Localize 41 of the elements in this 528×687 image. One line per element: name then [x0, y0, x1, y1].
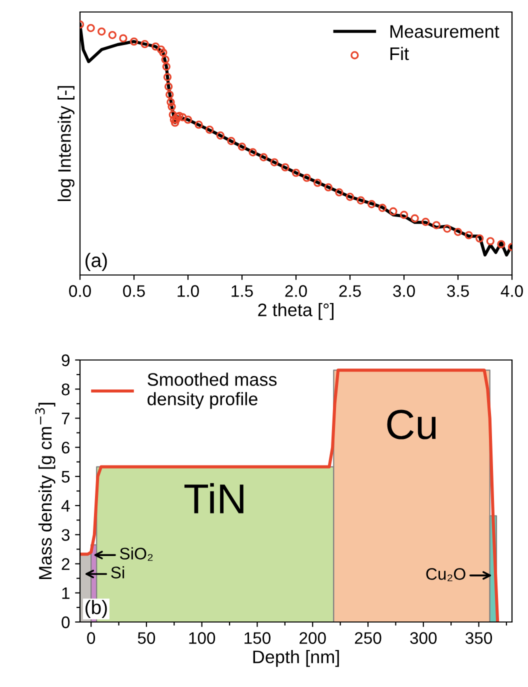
y-axis-title: log Intensity [-]	[58, 86, 74, 201]
x-tick-label: 300	[410, 632, 437, 644]
series-label: Cu	[387, 410, 436, 440]
annotation: (a)	[86, 252, 107, 272]
y-tick-label: 8	[62, 384, 70, 396]
x-tick-label: 200	[300, 632, 326, 644]
x-tick-label: 1.5	[232, 285, 253, 297]
y-tick-label: 0	[62, 616, 70, 628]
x-tick-label: 2.0	[285, 285, 307, 297]
x-axis-title: Depth [nm]	[253, 650, 339, 667]
annotation: SiO₂	[120, 547, 153, 561]
x-tick-label: 3.0	[393, 285, 415, 297]
annotation: (b)	[86, 600, 107, 618]
annotation: Si	[111, 566, 124, 578]
y-tick-label: 1	[62, 587, 70, 599]
y-tick-label: 2	[62, 558, 70, 570]
y-tick-label: 3	[62, 529, 70, 541]
x-tick-label: 1.0	[178, 285, 199, 297]
legend-label: Smoothed mass density profile	[148, 372, 277, 409]
legend-label: Fit	[390, 46, 409, 60]
y-tick-label: 7	[62, 412, 70, 424]
y-axis-title: Mass density [g cm$^{−3}$]	[35, 402, 56, 579]
x-tick-label: 0	[87, 632, 96, 644]
x-tick-label: 2.5	[339, 285, 361, 297]
x-tick-label: 0.0	[69, 285, 91, 297]
x-tick-label: 4.0	[500, 285, 523, 297]
y-tick-label: 4	[61, 500, 70, 512]
x-tick-label: 150	[244, 632, 270, 644]
annotation: Cu₂O	[426, 568, 466, 582]
y-tick-label: 6	[62, 442, 70, 454]
x-tick-label: 3.5	[447, 285, 469, 297]
x-axis-title: 2 theta [°]	[258, 303, 334, 320]
x-tick-label: 100	[189, 632, 216, 644]
series-label: TiN	[184, 483, 244, 514]
x-tick-label: 350	[466, 632, 492, 644]
y-tick-label: 5	[62, 471, 70, 483]
legend-label: Measurement	[390, 25, 500, 38]
x-tick-label: 50	[138, 632, 156, 644]
x-tick-label: 0.5	[123, 285, 145, 297]
x-tick-label: 250	[354, 632, 382, 644]
y-tick-label: 9	[62, 354, 70, 366]
